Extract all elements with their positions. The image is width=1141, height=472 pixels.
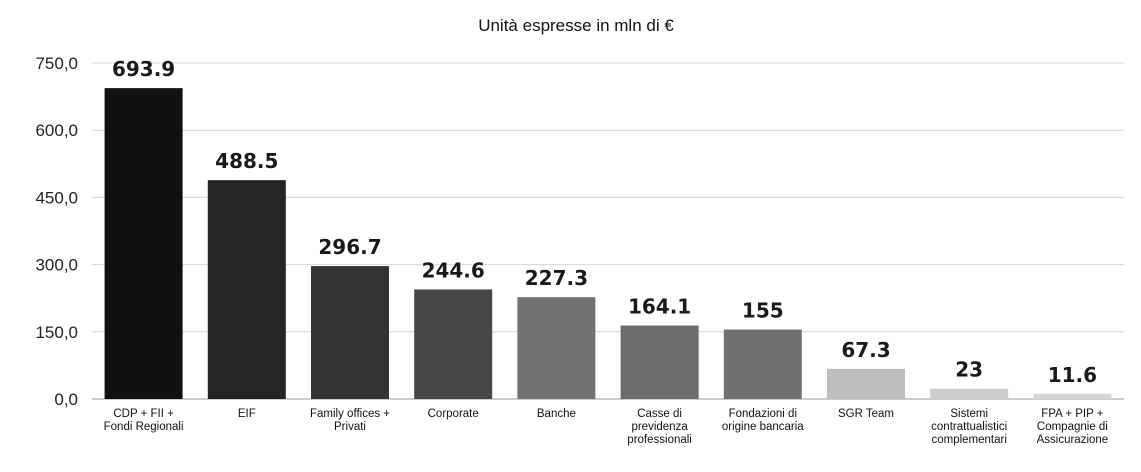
value-label: 488.5 [215,149,278,173]
x-tick-label: Banche [537,408,576,420]
bar [414,289,493,399]
value-label: 227.3 [525,266,588,290]
bar [207,180,286,399]
value-label: 155 [742,299,784,323]
y-tick-label: 600,0 [35,121,78,140]
bar [930,388,1009,399]
bar [723,329,802,399]
value-label: 164.1 [628,294,691,318]
bar [620,325,699,399]
y-tick-label: 750,0 [35,54,78,73]
y-tick-label: 450,0 [35,188,78,207]
x-tick-label: Family offices + Privati [310,408,390,433]
x-tick-label: Corporate [428,408,479,420]
x-tick-label: Casse di previdenza professionali [627,408,692,446]
value-label: 693.9 [112,57,175,81]
x-tick-label: SGR Team [838,408,894,420]
x-tick-label: Fondazioni di origine bancaria [722,408,804,433]
bar [517,297,596,399]
bar [827,368,905,399]
value-labels: 693.9 488.5 296.7 244.6 227.3 164.1 155 67.3 23 1… [112,57,1097,387]
x-tick-label: CDP + FII + Fondi Regionali [104,408,184,433]
bar [1033,393,1112,399]
value-label: 23 [955,358,983,382]
y-tick-label: 150,0 [35,323,78,342]
bar [104,88,183,399]
value-label: 244.6 [422,258,485,282]
value-label: 296.7 [318,235,381,259]
value-label: 11.6 [1048,363,1097,387]
x-tick-label: Sistemi contrattualistici complementari [931,408,1007,446]
chart-title: Unità espresse in mln di € [478,16,674,35]
y-axis: 0,0 150,0 300,0 450,0 600,0 750,0 [35,54,78,409]
bar [311,266,389,399]
x-tick-label: EIF [238,408,256,420]
x-tick-label: FPA + PIP + Compagnie di Assicurazione [1037,408,1109,446]
bars [104,88,1112,399]
y-tick-label: 300,0 [35,256,78,275]
x-axis: CDP + FII + Fondi Regionali EIF Family offi… [104,408,1109,446]
y-tick-label: 0,0 [54,390,78,409]
value-label: 67.3 [841,338,890,362]
